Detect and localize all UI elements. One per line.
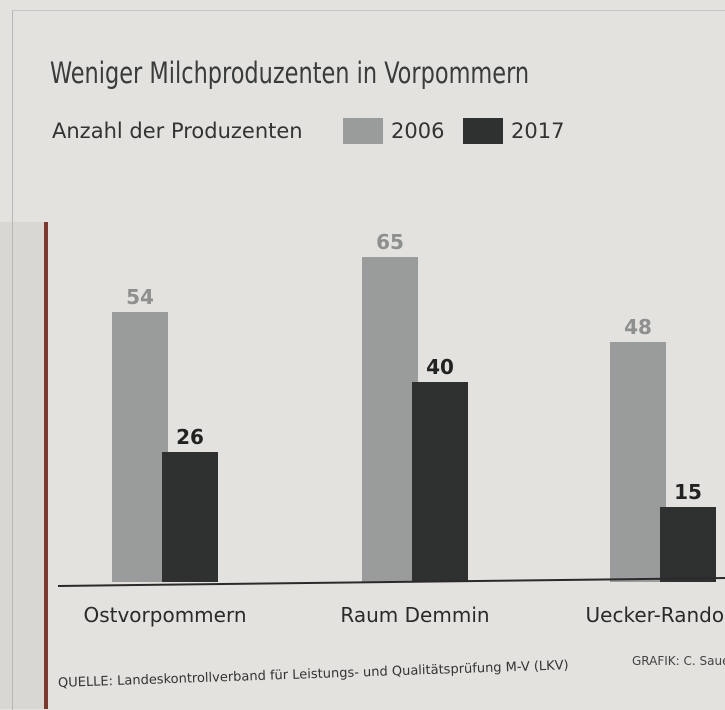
legend-label: 2006 [391,119,445,143]
category-label: Ostvorpommern [83,603,246,627]
data-label: 15 [674,480,702,504]
legend-item-2017: 2017 [463,118,564,144]
data-label: 48 [624,315,652,339]
graphic-credit: GRAFIK: C. Sauer [632,654,725,668]
chart-frame [12,10,725,710]
bar-2017-1 [412,382,468,582]
chart-title: Weniger Milchproduzenten in Vorpommern [50,56,530,90]
data-label: 26 [176,425,204,449]
legend-swatch-2006 [343,118,383,144]
chart-subtitle: Anzahl der Produzenten [52,119,303,143]
category-label: Uecker-Randow [586,603,725,627]
legend-label: 2017 [511,119,565,143]
category-label: Raum Demmin [340,603,489,627]
legend-swatch-2017 [463,118,503,144]
data-label: 65 [376,230,404,254]
bar-2017-2 [660,507,716,582]
bar-2017-0 [162,452,218,582]
adjacent-paper-edge [0,222,48,709]
data-label: 40 [426,355,454,379]
bar-2006-0 [112,312,168,582]
baseline-axis [57,577,725,587]
data-label: 54 [126,285,154,309]
bar-2006-1 [362,257,418,582]
bar-2006-2 [610,342,666,582]
legend-item-2006: 2006 [343,118,444,144]
